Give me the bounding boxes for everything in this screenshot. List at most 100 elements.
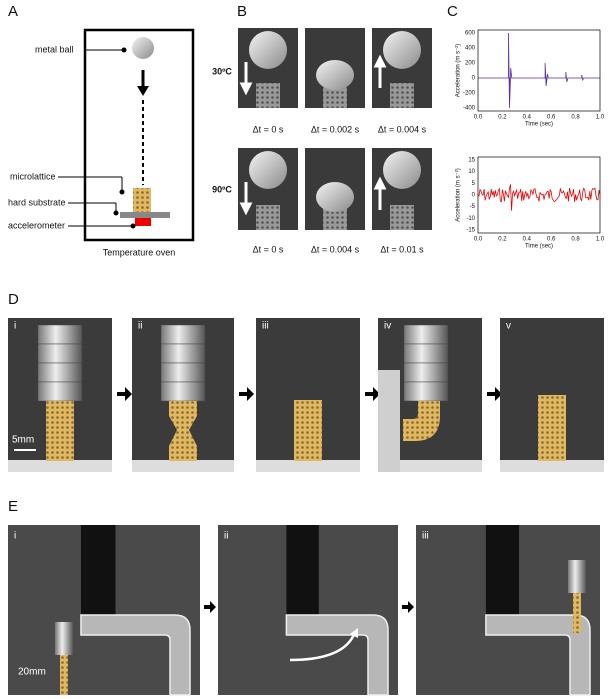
time-label: Δt = 0.004 s [311,244,360,254]
step-arrow [204,601,216,613]
oven-box [83,28,195,242]
panel-label: B [237,3,247,20]
x-tick-label: 0.8 [571,237,580,243]
y-tick-label: 0 [472,193,476,199]
floor [500,460,604,472]
magnet [160,362,206,383]
metal-ball [132,37,154,59]
callout: microlattice [10,171,56,181]
x-axis-label: Time (sec) [525,122,553,128]
lattice [294,400,322,461]
y-axis-label: Acceleration (m s⁻²) [456,168,462,222]
step-label: ii [138,321,142,332]
callout: metal ball [35,44,74,54]
y-tick-label: 10 [468,169,475,175]
dark-slot [485,525,520,615]
magnet [403,343,449,364]
time-label: Δt = 0 s [253,244,284,254]
lattice [46,401,74,461]
magnet [37,362,83,383]
magnet [403,324,449,345]
x-tick-label: 0.2 [498,237,507,243]
x-tick-label: 1.0 [596,237,605,243]
step-label: i [14,531,16,542]
dark-slot [80,525,116,615]
channel [485,614,591,696]
lattice [390,83,414,108]
channel [285,614,389,696]
y-tick-label: -15 [466,228,475,234]
x-tick-label: 0.2 [498,115,507,121]
temperature: 30ºC [212,66,232,76]
y-tick-label: -200 [463,91,476,97]
step-label: iii [262,321,269,332]
panel-label: C [447,3,458,20]
magnet [403,381,449,402]
lattice [403,401,440,441]
ball [249,31,287,69]
step-label: iv [384,321,391,332]
motion-arrow [373,54,387,88]
leaders [58,47,136,229]
caption: Temperature oven [103,247,176,257]
time-label: Δt = 0.002 s [311,124,360,134]
y-tick-label: 15 [468,158,475,164]
magnet [37,343,83,364]
step-arrow [487,387,502,401]
magnet [568,560,586,571]
magnet [568,582,586,593]
x-tick-label: 0.0 [474,237,483,243]
motion-arrow [373,176,387,210]
x-tick-label: 0.6 [547,237,556,243]
y-tick-label: -5 [470,204,476,210]
panel-label: A [8,3,18,20]
y-axis-label: Acceleration (m s⁻²) [456,44,462,98]
temperature: 90ºC [212,184,232,194]
magnet [160,381,206,402]
floor [8,460,112,472]
lattice [390,205,414,230]
floor [132,460,234,472]
axes [477,29,601,112]
lattice [60,655,68,695]
step-label: v [506,321,511,332]
scale-label: 20mm [18,667,46,678]
accelerometer [135,218,151,226]
magnet [568,571,586,582]
x-tick-label: 0.4 [523,237,532,243]
x-tick-label: 0.4 [523,115,532,121]
x-tick-label: 0.8 [571,115,580,121]
ball [316,60,354,90]
time-label: Δt = 0.004 s [378,124,427,134]
panel-label: E [8,498,18,515]
floor [256,460,360,472]
lattice [573,593,581,633]
y-tick-label: 600 [465,31,476,37]
magnet [55,633,73,644]
y-tick-label: -400 [463,106,476,112]
microlattice [133,188,151,212]
panel-a [58,28,195,242]
magnet [160,343,206,364]
step-label: i [14,321,16,332]
guide-arrow [289,631,357,662]
y-tick-label: 400 [465,46,476,52]
x-tick-label: 0.6 [547,115,556,121]
arrow-head [137,86,149,96]
lattice [256,83,280,108]
lattice [169,401,197,461]
y-tick-label: 0 [472,76,476,82]
ball [316,182,354,212]
ball [383,151,421,189]
motion-arrow [239,62,253,96]
floor [378,460,482,472]
time-label: Δt = 0.01 s [380,244,424,254]
step-arrow [239,387,254,401]
y-tick-label: 200 [465,61,476,67]
y-tick-label: 5 [472,181,476,187]
channel [80,614,191,696]
step-arrow [365,387,380,401]
motion-arrow [239,182,253,216]
step-arrow [402,601,414,613]
